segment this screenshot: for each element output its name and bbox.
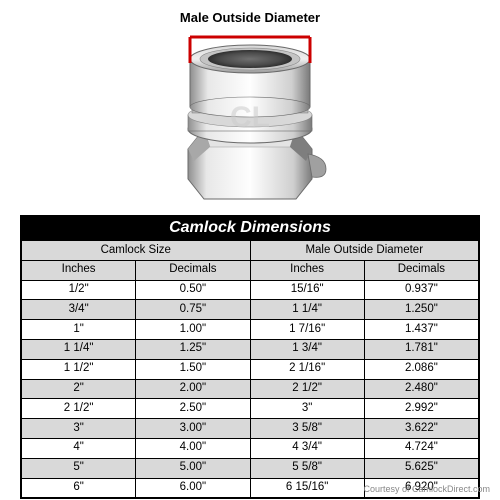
table-title: Camlock Dimensions [21, 216, 479, 240]
table-row: 4"4.00"4 3/4"4.724" [22, 438, 479, 458]
table-cell: 6 15/16" [250, 478, 364, 498]
table-row: 1/2"0.50"15/16"0.937" [22, 280, 479, 300]
table-cell: 6.00" [136, 478, 250, 498]
sub-header: Decimals [364, 260, 478, 280]
table-cell: 0.937" [364, 280, 478, 300]
table-cell: 4.00" [136, 438, 250, 458]
od-label: Male Outside Diameter [180, 10, 320, 25]
table-cell: 2.00" [136, 379, 250, 399]
table-cell: 1.250" [364, 300, 478, 320]
table-cell: 3" [22, 419, 136, 439]
table-cell: 3" [250, 399, 364, 419]
table-row: 2"2.00"2 1/2"2.480" [22, 379, 479, 399]
table-cell: 1.781" [364, 339, 478, 359]
table-cell: 4" [22, 438, 136, 458]
group-header-row: Camlock Size Male Outside Diameter [22, 241, 479, 261]
table-cell: 3.622" [364, 419, 478, 439]
group-header-size: Camlock Size [22, 241, 251, 261]
table-cell: 4.724" [364, 438, 478, 458]
table-cell: 2.992" [364, 399, 478, 419]
table-cell: 3.00" [136, 419, 250, 439]
table-cell: 5" [22, 458, 136, 478]
table-row: 3/4"0.75"1 1/4"1.250" [22, 300, 479, 320]
table-cell: 1 3/4" [250, 339, 364, 359]
dimensions-table: Camlock Size Male Outside Diameter Inche… [21, 240, 479, 498]
table-cell: 1 1/2" [22, 359, 136, 379]
table-cell: 2.086" [364, 359, 478, 379]
table-cell: 1/2" [22, 280, 136, 300]
table-row: 1 1/4"1.25"1 3/4"1.781" [22, 339, 479, 359]
table-cell: 15/16" [250, 280, 364, 300]
credit-text: Courtesy of CamlockDirect.com [363, 484, 490, 494]
camlock-fitting-illustration: CL [140, 29, 360, 209]
table-cell: 2 1/16" [250, 359, 364, 379]
table-row: 1 1/2"1.50"2 1/16"2.086" [22, 359, 479, 379]
table-cell: 2.50" [136, 399, 250, 419]
table-cell: 3/4" [22, 300, 136, 320]
sub-header-row: Inches Decimals Inches Decimals [22, 260, 479, 280]
table-cell: 0.75" [136, 300, 250, 320]
table-row: 2 1/2"2.50"3"2.992" [22, 399, 479, 419]
table-cell: 2 1/2" [22, 399, 136, 419]
table-cell: 1.50" [136, 359, 250, 379]
table-cell: 2.480" [364, 379, 478, 399]
table-cell: 0.50" [136, 280, 250, 300]
dimensions-table-container: Camlock Dimensions Camlock Size Male Out… [20, 215, 480, 499]
sub-header: Inches [22, 260, 136, 280]
table-cell: 1.437" [364, 320, 478, 340]
table-body: 1/2"0.50"15/16"0.937"3/4"0.75"1 1/4"1.25… [22, 280, 479, 498]
table-cell: 5.625" [364, 458, 478, 478]
sub-header: Decimals [136, 260, 250, 280]
table-row: 5"5.00"5 5/8"5.625" [22, 458, 479, 478]
table-row: 3"3.00"3 5/8"3.622" [22, 419, 479, 439]
table-cell: 5 5/8" [250, 458, 364, 478]
table-cell: 4 3/4" [250, 438, 364, 458]
table-cell: 3 5/8" [250, 419, 364, 439]
table-cell: 1 1/4" [250, 300, 364, 320]
table-cell: 2" [22, 379, 136, 399]
group-header-od: Male Outside Diameter [250, 241, 479, 261]
table-cell: 5.00" [136, 458, 250, 478]
table-cell: 1.25" [136, 339, 250, 359]
table-cell: 2 1/2" [250, 379, 364, 399]
sub-header: Inches [250, 260, 364, 280]
table-row: 1"1.00"1 7/16"1.437" [22, 320, 479, 340]
watermark: CL [230, 101, 270, 134]
table-cell: 6" [22, 478, 136, 498]
diagram-area: Male Outside Diameter [0, 0, 500, 215]
table-header: Camlock Size Male Outside Diameter Inche… [22, 241, 479, 281]
table-cell: 1.00" [136, 320, 250, 340]
table-cell: 1 7/16" [250, 320, 364, 340]
table-cell: 1" [22, 320, 136, 340]
table-cell: 1 1/4" [22, 339, 136, 359]
